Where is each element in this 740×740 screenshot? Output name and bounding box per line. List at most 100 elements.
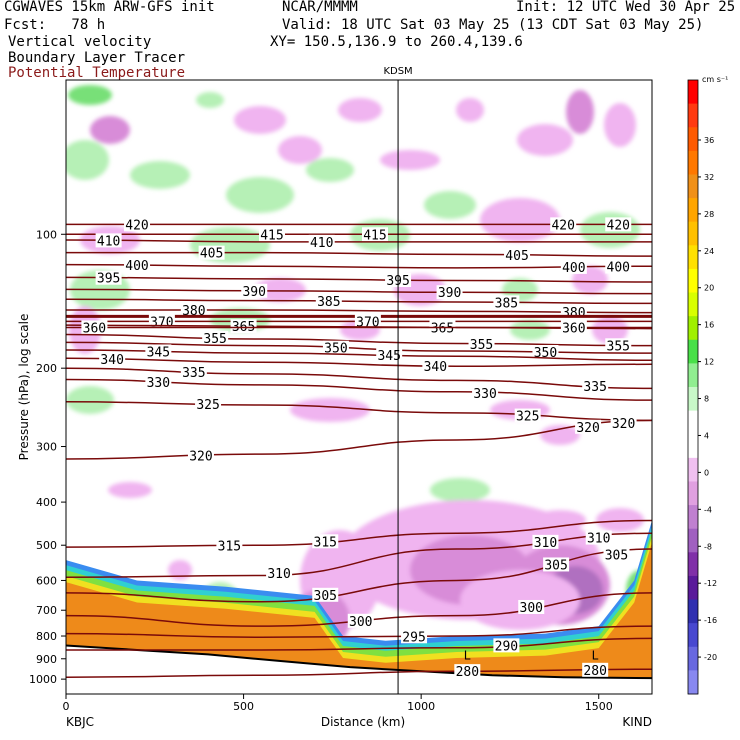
plot-frame (65, 79, 653, 695)
theta-315-label-bg-1 (312, 534, 339, 549)
colorbar-cell-9 (688, 292, 698, 317)
theta-420-label-1: 420 (551, 218, 574, 233)
theta-355-label-0: 355 (203, 332, 226, 347)
velocity-blob-1 (196, 92, 224, 108)
theta-325-label-bg-0 (195, 397, 222, 412)
theta-330-label-bg-0 (145, 374, 172, 389)
colorbar-label-11: -8 (704, 542, 712, 551)
theta-300-label-bg-1 (518, 599, 545, 614)
x-tick-label-1000: 1000 (407, 700, 435, 713)
theta-415-label-bg-0 (258, 227, 285, 242)
colorbar-frame (687, 79, 699, 695)
theta-280-line (66, 668, 652, 678)
theta-320-label-bg-2 (610, 416, 637, 431)
header-model: CGWAVES 15km ARW-GFS init (4, 0, 215, 15)
theta-340-label-1: 340 (424, 360, 447, 375)
theta-400-label-bg-2 (605, 259, 632, 274)
colorbar-label-12: -12 (704, 579, 717, 588)
theta-390-line (66, 288, 652, 295)
header-field-vertical-velocity: Vertical velocity (8, 34, 152, 50)
velocity-blob-47 (168, 560, 192, 580)
theta-305-label-1: 305 (544, 558, 567, 573)
velocity-blob-10 (130, 161, 190, 189)
colorbar-cell-22 (688, 599, 698, 624)
x-tick-label-1500: 1500 (585, 700, 613, 713)
colorbar-label-5: 16 (704, 321, 714, 330)
theta-380-line (66, 309, 652, 314)
velocity-blob-36 (108, 482, 152, 498)
colorbar-label-9: 0 (704, 468, 709, 477)
y-tick-label-500: 500 (36, 539, 57, 552)
theta-335-label-bg-0 (180, 364, 207, 379)
colorbar-cell-18 (688, 505, 698, 530)
colorbar-cell-20 (688, 552, 698, 577)
theta-280-label-bg-1 (582, 662, 609, 677)
theta-390-label-bg-1 (436, 285, 463, 300)
theta-365-label-1: 365 (431, 321, 454, 336)
theta-400-label-bg-0 (124, 258, 151, 273)
velocity-blob-11 (226, 177, 294, 213)
theta-415-label-1: 415 (363, 228, 386, 243)
theta-340-line (66, 357, 652, 367)
theta-295-line (66, 625, 652, 638)
theta-405-label-0: 405 (200, 247, 223, 262)
velocity-blob-15 (278, 136, 322, 164)
theta-385-label-bg-1 (493, 295, 520, 310)
theta-350-label-0: 350 (324, 342, 347, 357)
theta-355-label-bg-0 (202, 330, 229, 345)
x-tick-label-0: 0 (63, 700, 70, 713)
theta-400-label-0: 400 (125, 259, 148, 274)
theta-325-label-1: 325 (516, 410, 539, 425)
theta-315-line (66, 519, 652, 548)
theta-330-label-1: 330 (473, 387, 496, 402)
header-center: NCAR/MMMM (282, 0, 358, 15)
theta-310-label-0: 310 (267, 567, 290, 582)
theta-280-label-1: 280 (583, 664, 606, 679)
theta-355-line (66, 333, 652, 347)
colorbar-label-8: 4 (704, 431, 709, 440)
colorbar-cell-2 (688, 127, 698, 152)
theta-280-label-0: 280 (456, 665, 479, 680)
x-axis-title: Distance (km) (321, 715, 405, 729)
velocity-blob-31 (66, 386, 114, 414)
theta-420-label-0: 420 (125, 218, 148, 233)
velocity-blob-13 (424, 191, 476, 219)
x-tick-label-500: 500 (233, 700, 254, 713)
colorbar-cell-21 (688, 575, 698, 601)
velocity-blob-9 (66, 140, 109, 180)
y-tick-label-300: 300 (36, 441, 57, 454)
theta-310-label-bg-0 (266, 566, 293, 581)
colorbar-cell-24 (688, 646, 698, 671)
below-ground (66, 645, 652, 694)
theta-345-label-bg-1 (376, 348, 403, 363)
colorbar-label-0: 36 (704, 136, 714, 145)
theta-290-line (66, 637, 652, 651)
theta-290-label-bg-0 (493, 638, 520, 653)
theta-325-label-0: 325 (196, 398, 219, 413)
theta-385-label-bg-0 (315, 294, 342, 309)
colorbar-label-7: 8 (704, 395, 709, 404)
header-field-pbl-tracer: Boundary Layer Tracer (8, 50, 186, 66)
right-endpoint-label: KIND (622, 715, 652, 729)
theta-380-label-bg-0 (180, 303, 207, 318)
colorbar-label-4: 20 (704, 284, 714, 293)
theta-310-label-bg-2 (585, 530, 612, 545)
colorbar-label-1: 32 (704, 173, 714, 182)
theta-335-label-bg-1 (582, 379, 609, 394)
theta-385-line (66, 298, 652, 305)
theta-365-label-bg-0 (230, 319, 257, 334)
theta-315-label-1: 315 (314, 535, 337, 550)
theta-contours: 420 420 420 415 415 410 410 405 405 400 400 400 395 3… (66, 217, 652, 680)
theta-320-label-bg-0 (187, 448, 214, 463)
theta-355-label-bg-2 (605, 338, 632, 353)
left-endpoint-label: KBJC (66, 715, 94, 729)
theta-305-label-bg-0 (312, 587, 339, 602)
colorbar-cell-10 (688, 316, 698, 341)
colorbar-label-14: -20 (704, 653, 717, 662)
velocity-blob-12 (306, 158, 354, 182)
theta-370-label-bg-1 (354, 314, 381, 329)
colorbar-cell-17 (688, 481, 698, 506)
colorbar-cell-14 (688, 410, 698, 435)
colorbar-cell-1 (688, 103, 698, 128)
y-tick-label-800: 800 (36, 630, 57, 643)
